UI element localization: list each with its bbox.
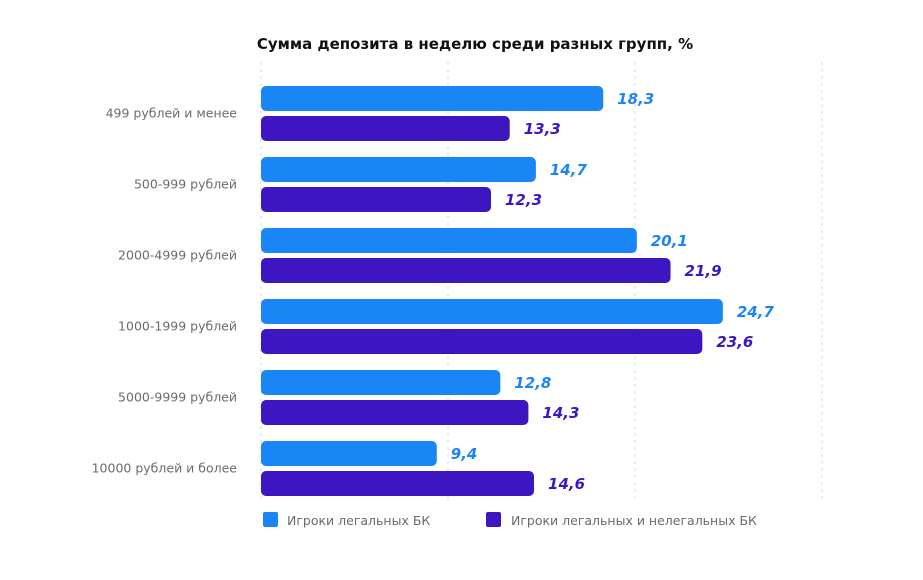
data-label: 12,3 [505,191,542,209]
bar [261,471,535,496]
bars [261,86,723,496]
labels: 499 рублей и менее 500-999 рублей 2000-499… [92,90,775,493]
legend: Игроки легальных БК Игроки легальных и не… [263,512,757,528]
bar [261,441,437,466]
data-label: 9,4 [451,445,478,463]
data-label: 18,3 [617,90,654,108]
category-label: 500-999 рублей [134,177,237,192]
bar [261,400,529,425]
legend-label: Игроки легальных БК [287,513,430,528]
data-label: 13,3 [524,120,561,138]
category-label: 2000-4999 рублей [118,248,237,263]
chart-title: Сумма депозита в неделю среди разных гру… [257,35,693,53]
data-label: 14,6 [548,475,585,493]
data-label: 20,1 [651,232,688,250]
bar [261,157,536,182]
data-label: 14,3 [542,404,579,422]
category-label: 5000-9999 рублей [118,390,237,405]
bar [261,86,604,111]
legend-swatch [263,512,278,527]
bar [261,370,501,395]
data-label: 23,6 [716,333,753,351]
category-label: 10000 рублей и более [92,461,238,476]
bar [261,258,671,283]
bar [261,228,637,253]
bar [261,299,723,324]
data-label: 24,7 [737,303,775,321]
category-label: 1000-1999 рублей [118,319,237,334]
legend-swatch [486,512,501,527]
data-label: 12,8 [514,374,551,392]
legend-label: Игроки легальных и нелегальных БК [511,513,757,528]
bar [261,329,703,354]
data-label: 21,9 [685,262,722,280]
bar [261,116,510,141]
category-label: 499 рублей и менее [106,106,238,121]
bar [261,187,492,212]
data-label: 14,7 [550,161,588,179]
